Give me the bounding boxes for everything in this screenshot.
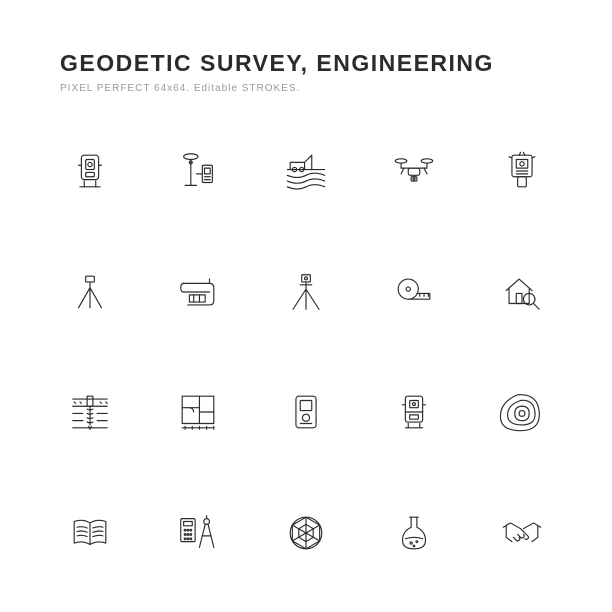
floor-plan-icon [168,373,228,452]
thermal-imager-icon [492,132,552,211]
borehole-drill-icon [60,373,120,452]
house-inspection-icon [492,253,552,332]
geodesic-sphere-icon [276,494,336,573]
topography-contour-icon [492,373,552,452]
calculator-compass-icon [168,494,228,573]
theodolite-tripod-icon [276,253,336,332]
survey-drone-icon [384,132,444,211]
lab-flask-icon [384,494,444,573]
survey-station-icon [384,373,444,452]
total-station-icon [60,132,120,211]
tripod-level-icon [60,253,120,332]
tape-measure-icon [384,253,444,332]
handshake-icon [492,494,552,573]
page-subtitle: PIXEL PERFECT 64x64. Editable STROKES. [60,83,552,94]
handheld-device-icon [276,373,336,452]
soil-drilling-icon [276,132,336,211]
icon-grid [60,132,552,572]
open-book-icon [60,494,120,573]
gps-receiver-icon [168,132,228,211]
page-title: GEODETIC SURVEY, ENGINEERING [60,50,552,77]
blueprint-roll-icon [168,253,228,332]
